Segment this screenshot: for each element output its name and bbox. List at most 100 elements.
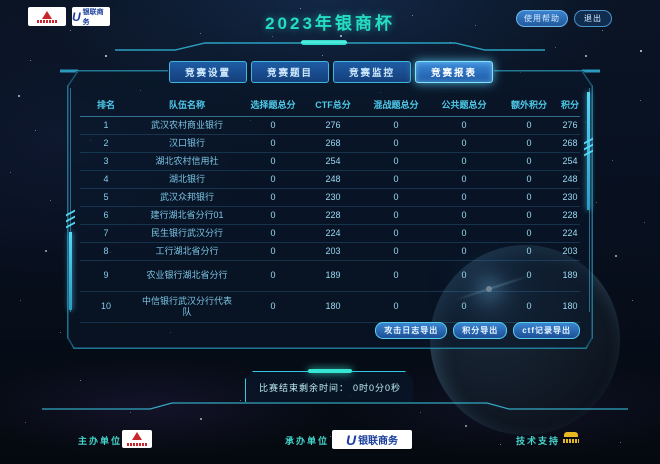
score-table: 排名 队伍名称 选择题总分 CTF总分 混战题总分 公共题总分 额外积分 积分 1 武汉农村商业… — [80, 96, 580, 323]
bank-logo-text — [37, 19, 57, 23]
header-bar: U 银联商务 2023年银商杯 使用帮助 退出 — [0, 0, 660, 40]
score-cell: 189 — [562, 270, 578, 281]
score-cell: 0 — [461, 227, 467, 238]
unionpay-logo: U 银联商务 — [72, 7, 110, 26]
score-cell: 0 — [393, 137, 399, 148]
score-cell: 228 — [562, 209, 578, 220]
score-cell: 180 — [562, 301, 578, 312]
score-cell: 230 — [562, 191, 578, 202]
rank-cell: 5 — [103, 191, 109, 202]
team-name-cell: 民生银行武汉分行 — [150, 227, 223, 238]
column-header: CTF总分 — [315, 100, 351, 111]
tab-3[interactable]: 竞赛报表 — [415, 61, 493, 83]
score-cell: 0 — [526, 155, 532, 166]
tab-1[interactable]: 竞赛题目 — [251, 61, 329, 83]
score-cell: 0 — [461, 119, 467, 130]
score-cell: 0 — [393, 191, 399, 202]
score-cell: 0 — [270, 191, 276, 202]
score-cell: 248 — [562, 173, 578, 184]
team-name-cell: 武汉农村商业银行 — [150, 119, 223, 130]
header-decoration-bar — [301, 40, 347, 45]
rank-cell: 3 — [103, 155, 109, 166]
score-cell: 0 — [461, 155, 467, 166]
score-cell: 276 — [325, 119, 341, 130]
team-name-cell: 农业银行湖北省分行 — [146, 270, 228, 281]
tech-support-logo-mark — [564, 432, 578, 437]
team-name-cell: 工行湖北省分行 — [155, 245, 219, 256]
score-cell: 0 — [393, 227, 399, 238]
export-button-0[interactable]: 攻击日志导出 — [375, 322, 448, 339]
score-cell: 0 — [461, 137, 467, 148]
team-name-cell: 中信银行武汉分行代表队 — [141, 295, 232, 317]
score-cell: 0 — [526, 173, 532, 184]
score-cell: 0 — [393, 245, 399, 256]
score-cell: 254 — [325, 155, 341, 166]
tab-2[interactable]: 竞赛监控 — [333, 61, 411, 83]
unionpay-logo-label: 银联商务 — [82, 8, 104, 26]
help-button[interactable]: 使用帮助 — [516, 10, 568, 27]
score-cell: 254 — [562, 155, 578, 166]
rank-cell: 6 — [103, 209, 109, 220]
table-header-row: 排名 队伍名称 选择题总分 CTF总分 混战题总分 公共题总分 额外积分 积分 — [80, 96, 580, 117]
organizer-u-icon: U — [345, 431, 357, 448]
column-header: 公共题总分 — [441, 100, 487, 111]
score-cell: 203 — [562, 245, 578, 256]
rank-cell: 1 — [103, 119, 109, 130]
host-logo — [122, 430, 152, 448]
score-cell: 0 — [461, 270, 467, 281]
team-name-cell: 建行湖北省分行01 — [150, 209, 224, 220]
column-header: 队伍名称 — [168, 100, 205, 111]
tab-0[interactable]: 竞赛设置 — [169, 61, 247, 83]
exit-button[interactable]: 退出 — [574, 10, 612, 27]
support-label: 技术支持 — [516, 436, 561, 446]
score-cell: 0 — [393, 270, 399, 281]
score-cell: 228 — [325, 209, 341, 220]
host-logo-text — [127, 443, 147, 446]
table-row: 4 湖北银行 0 248 0 0 0 248 — [80, 171, 580, 189]
export-button-1[interactable]: 积分导出 — [453, 322, 508, 339]
team-name-cell: 武汉众邦银行 — [159, 191, 214, 202]
host-logo-mark-icon — [132, 432, 142, 440]
score-cell: 0 — [270, 270, 276, 281]
countdown-value: 0时0分0秒 — [352, 383, 402, 393]
table-row: 8 工行湖北省分行 0 203 0 0 0 203 — [80, 243, 580, 261]
rank-cell: 4 — [103, 173, 109, 184]
tech-support-logo-text — [563, 439, 579, 443]
header-decoration-line — [115, 42, 545, 51]
team-name-cell: 湖北银行 — [168, 173, 205, 184]
score-cell: 224 — [325, 227, 341, 238]
score-cell: 0 — [526, 137, 532, 148]
score-cell: 0 — [526, 301, 532, 312]
score-cell: 0 — [526, 227, 532, 238]
column-header: 排名 — [96, 100, 115, 111]
tab-bar: 竞赛设置 竞赛题目 竞赛监控 竞赛报表 — [169, 61, 493, 83]
bank-logo-mark-icon — [42, 10, 52, 19]
score-cell: 0 — [270, 155, 276, 166]
countdown-box: 比赛结束剩余时间： 0时0分0秒 — [245, 371, 413, 402]
table-body: 1 武汉农村商业银行 0 276 0 0 0 276 2 汉口银行 0 268 0 0 0 268 3 湖北农村信… — [80, 117, 580, 323]
score-cell: 268 — [562, 137, 578, 148]
rank-cell: 8 — [103, 245, 109, 256]
countdown-label: 比赛结束剩余时间： — [258, 383, 349, 393]
score-cell: 276 — [562, 119, 578, 130]
score-cell: 0 — [270, 137, 276, 148]
export-button-2[interactable]: ctf记录导出 — [513, 322, 580, 339]
score-cell: 0 — [461, 245, 467, 256]
score-cell: 0 — [270, 173, 276, 184]
score-cell: 248 — [325, 173, 341, 184]
column-header: 额外积分 — [510, 100, 547, 111]
score-cell: 0 — [461, 301, 467, 312]
rank-cell: 7 — [103, 227, 109, 238]
bank-logo — [28, 7, 66, 26]
score-cell: 0 — [393, 155, 399, 166]
organizer-logo-label: 银联商务 — [358, 436, 399, 447]
organizer-label: 承办单位 — [285, 436, 330, 446]
left-accent-bar — [69, 232, 72, 310]
score-cell: 0 — [270, 227, 276, 238]
score-cell: 0 — [270, 245, 276, 256]
score-cell: 180 — [325, 301, 341, 312]
score-cell: 203 — [325, 245, 341, 256]
table-row: 7 民生银行武汉分行 0 224 0 0 0 224 — [80, 225, 580, 243]
score-cell: 0 — [461, 191, 467, 202]
